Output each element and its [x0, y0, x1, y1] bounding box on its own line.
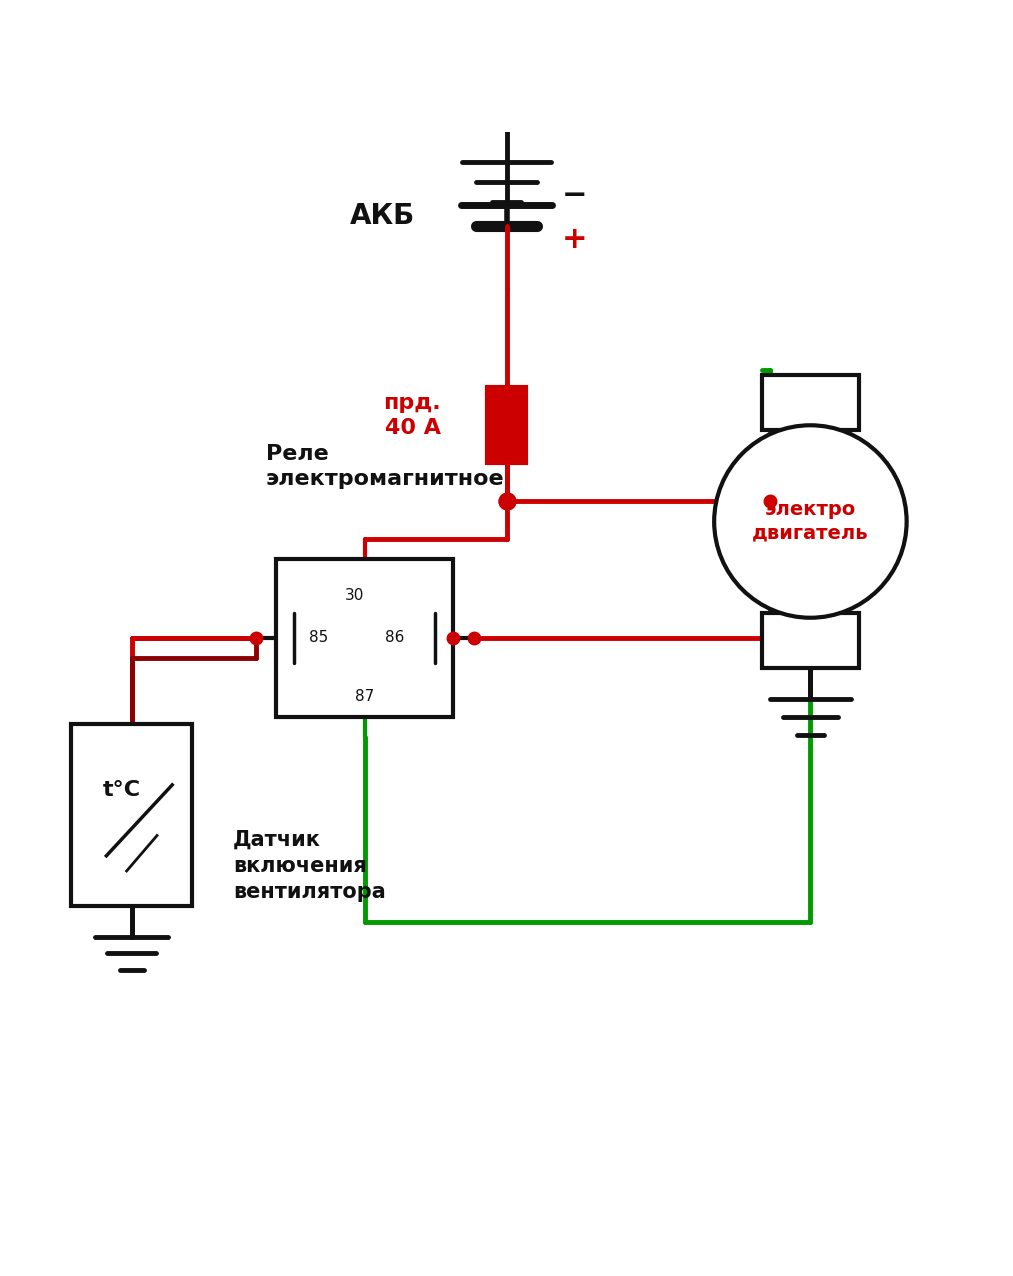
- Text: Датчик
включения
вентилятора: Датчик включения вентилятора: [233, 829, 386, 902]
- Bar: [71, 723, 192, 906]
- Bar: [762, 375, 859, 430]
- Text: электро
двигатель: электро двигатель: [752, 500, 869, 542]
- Text: t°C: t°C: [102, 780, 141, 800]
- Bar: [487, 388, 526, 463]
- Text: Реле
электромагнитное: Реле электромагнитное: [265, 444, 504, 489]
- Text: −: −: [562, 181, 588, 209]
- Text: АКБ: АКБ: [350, 202, 415, 230]
- Bar: [762, 612, 859, 669]
- Text: 86: 86: [385, 630, 404, 646]
- Text: 85: 85: [309, 630, 328, 646]
- Bar: [276, 559, 453, 717]
- Text: +: +: [562, 226, 588, 254]
- Text: 30: 30: [344, 587, 365, 602]
- Circle shape: [714, 425, 907, 618]
- Text: прд.
40 А: прд. 40 А: [383, 393, 441, 438]
- Text: 87: 87: [355, 689, 375, 703]
